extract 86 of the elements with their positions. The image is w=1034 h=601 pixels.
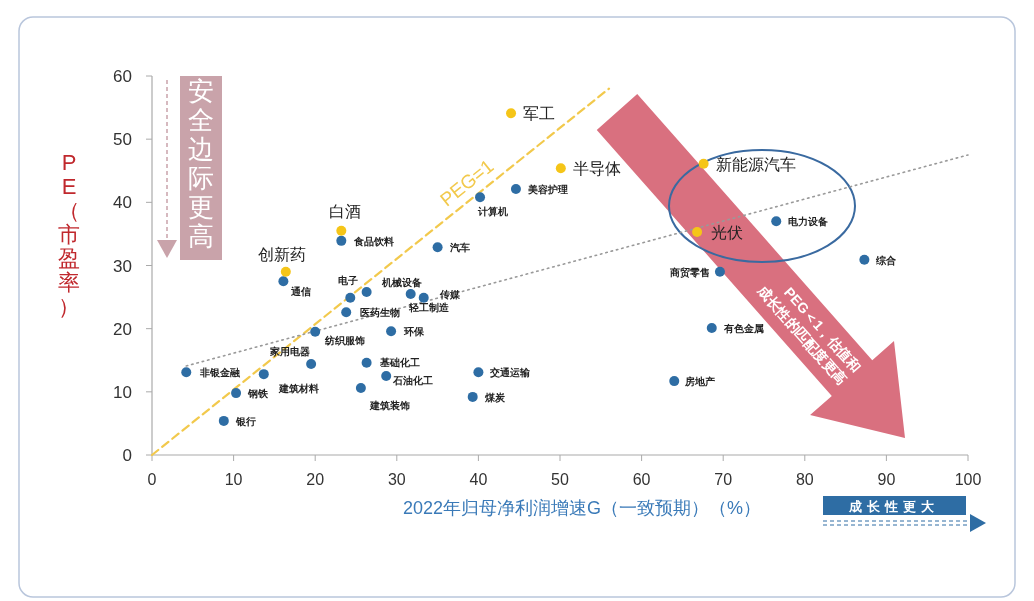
- annotation: 白酒: [329, 202, 362, 220]
- annotation: 电子: [338, 274, 359, 286]
- annotation: 商贸零售: [668, 266, 710, 279]
- x-tick-label: 100: [954, 471, 982, 488]
- annotation: 非银金融: [199, 367, 242, 379]
- point: [258, 369, 269, 380]
- point: [361, 357, 372, 368]
- annotation: 机械设备: [380, 277, 423, 289]
- x-tick-label: 40: [469, 471, 488, 488]
- point: [669, 376, 680, 387]
- point: [336, 225, 347, 236]
- point: [555, 163, 566, 174]
- annotation: 钢铁: [247, 388, 270, 400]
- annotation: 计算机: [477, 206, 509, 218]
- point: [310, 326, 321, 337]
- x-axis-title: 2022年归母净利润增速G（一致预期）（%）: [402, 498, 762, 518]
- point: [473, 367, 484, 378]
- text: 成长性更大: [848, 499, 939, 514]
- point: [386, 326, 397, 337]
- y-axis-title: PE（市盈率）: [58, 150, 80, 319]
- annotation: 家用电器: [269, 346, 311, 358]
- x-tick-label: 20: [306, 471, 325, 488]
- annotation: 房地产: [684, 376, 716, 388]
- point: [405, 288, 416, 299]
- annotation: 新能源汽车: [715, 155, 796, 173]
- point: [231, 388, 242, 399]
- y-tick-label: 50: [113, 130, 132, 150]
- point: [467, 391, 478, 402]
- point: [510, 184, 521, 195]
- point: [341, 307, 352, 318]
- annotation: 创新药: [257, 245, 306, 263]
- point: [218, 415, 229, 426]
- point: [714, 266, 725, 277]
- y-tick-label: 30: [113, 256, 132, 276]
- annotation: 安全边际更高: [188, 76, 214, 251]
- point: [706, 323, 717, 334]
- annotation: 石油化工: [392, 375, 434, 387]
- y-tick-label: 0: [122, 446, 132, 465]
- y-tick-label: 20: [113, 319, 132, 339]
- point: [381, 371, 392, 382]
- y-tick-label: 60: [113, 67, 132, 86]
- point: [306, 359, 317, 370]
- annotation: 基础化工: [378, 356, 420, 368]
- x-tick-label: 60: [632, 471, 651, 488]
- x-tick-label: 90: [877, 471, 896, 488]
- annotation: 光伏: [711, 224, 744, 242]
- point: [698, 158, 709, 169]
- point: [506, 108, 517, 119]
- annotation: 银行: [234, 415, 256, 427]
- x-tick-label: 0: [147, 471, 157, 488]
- point: [355, 383, 366, 394]
- annotation: 有色金属: [722, 323, 764, 335]
- y-tick-label: 40: [113, 193, 132, 213]
- annotation: 纺织服饰: [324, 334, 366, 346]
- point: [859, 254, 870, 265]
- annotation: 综合: [875, 254, 898, 266]
- point: [692, 227, 703, 238]
- point: [278, 276, 289, 287]
- annotation: 军工: [523, 105, 556, 123]
- point: [280, 266, 291, 277]
- x-tick-label: 50: [551, 471, 569, 488]
- annotation: 环保: [403, 326, 426, 338]
- annotation: 电力设备: [788, 216, 830, 228]
- annotation: 美容护理: [526, 184, 568, 196]
- annotation: 食品饮料: [353, 235, 395, 247]
- x-tick-label: 10: [224, 471, 243, 488]
- x-tick-label: 70: [714, 471, 733, 488]
- annotation: 交通运输: [489, 367, 532, 379]
- annotation: 建筑装饰: [368, 400, 410, 412]
- point: [181, 367, 192, 378]
- point: [336, 235, 347, 246]
- point: [771, 216, 782, 227]
- point: [432, 242, 443, 253]
- y-tick-label: 10: [113, 382, 132, 402]
- annotation: 医药生物: [360, 307, 401, 319]
- x-tick-label: 30: [387, 471, 406, 488]
- annotation: 传媒: [438, 288, 461, 300]
- point: [418, 292, 429, 303]
- annotation: 建筑材料: [277, 383, 319, 395]
- annotation: 通信: [290, 286, 312, 298]
- point: [361, 287, 372, 298]
- x-tick-label: 80: [795, 471, 814, 488]
- annotation: 轻工制造: [407, 301, 450, 313]
- annotation: 煤炭: [483, 391, 506, 403]
- point: [345, 292, 356, 303]
- annotation: 汽车: [448, 242, 470, 254]
